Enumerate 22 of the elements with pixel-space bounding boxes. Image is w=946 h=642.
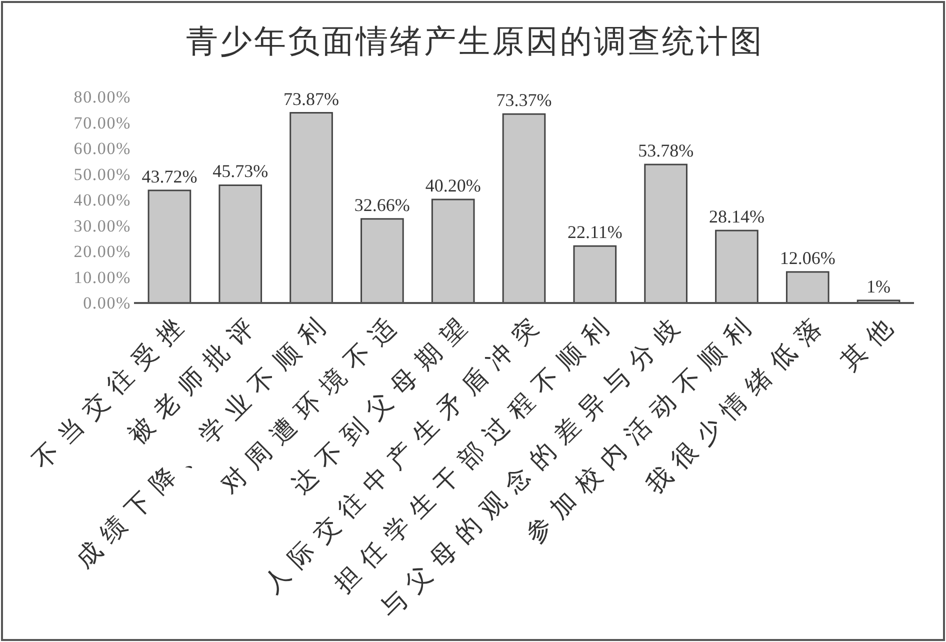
y-tick-label: 50.00% xyxy=(74,164,131,184)
data-label: 32.66% xyxy=(354,194,410,215)
y-tick-label: 80.00% xyxy=(74,88,131,106)
y-tick-label: 40.00% xyxy=(74,190,131,210)
data-label: 22.11% xyxy=(568,222,622,242)
y-tick-label: 60.00% xyxy=(74,139,131,158)
data-label: 73.87% xyxy=(284,88,340,109)
data-label: 53.78% xyxy=(638,140,694,161)
data-label: 73.37% xyxy=(496,90,552,110)
y-tick-label: 70.00% xyxy=(74,113,131,132)
data-label: 1% xyxy=(866,276,891,296)
y-tick-label: 10.00% xyxy=(74,268,131,287)
y-tick-label: 30.00% xyxy=(74,216,131,236)
y-tick-label: 20.00% xyxy=(74,242,131,261)
data-label: 43.72% xyxy=(142,166,198,186)
data-label: 40.20% xyxy=(425,175,481,196)
y-tick-label: 0.00% xyxy=(83,294,131,312)
title: 青少年负面情绪产生原因的调查统计图 xyxy=(186,23,764,59)
x-tick-label: 其他 xyxy=(836,307,905,376)
data-label: 28.14% xyxy=(708,206,764,227)
data-label: 12.06% xyxy=(780,248,836,268)
data-label: 45.73% xyxy=(212,161,268,182)
